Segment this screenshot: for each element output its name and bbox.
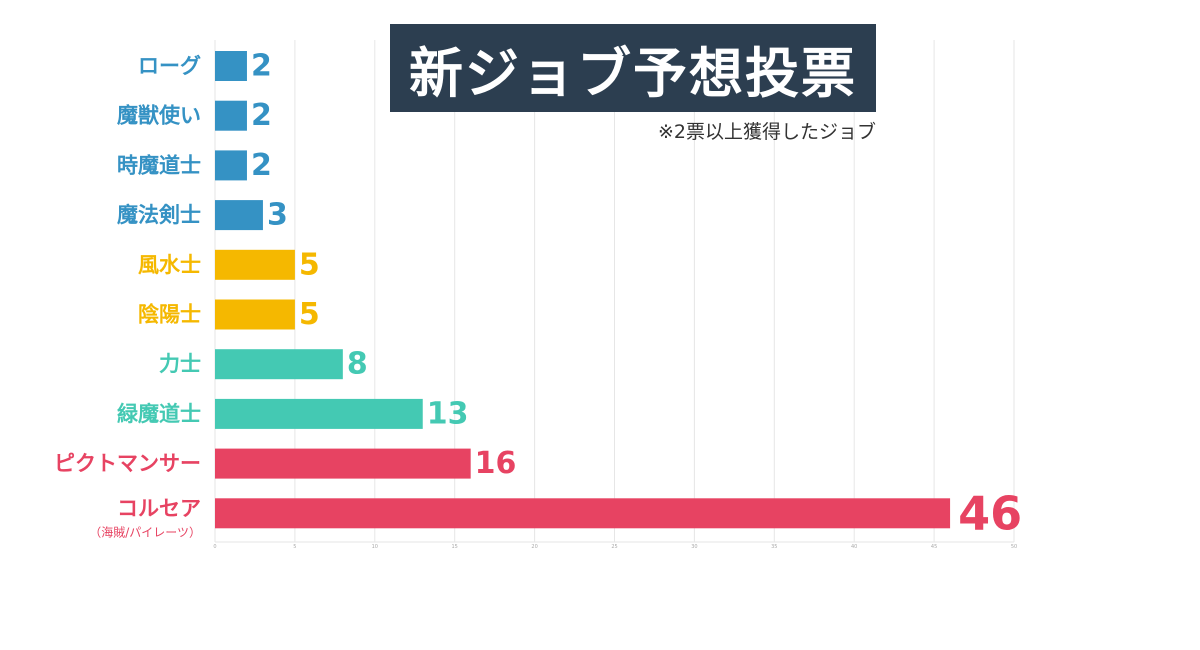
x-tick-label: 45: [931, 544, 937, 550]
bar: [215, 349, 343, 380]
x-tick-label: 0: [213, 544, 216, 550]
bar: [215, 448, 471, 479]
x-tick-label: 15: [452, 544, 458, 550]
bar: [215, 398, 423, 429]
category-label: 魔獣使い: [117, 104, 201, 128]
bar: [215, 249, 295, 280]
value-label: 5: [299, 247, 320, 282]
x-tick-label: 50: [1011, 544, 1017, 550]
x-tick-label: 40: [851, 544, 857, 550]
x-tick-label: 30: [691, 544, 697, 550]
bar: [215, 200, 263, 231]
value-label: 2: [251, 98, 272, 133]
x-tick-label: 5: [293, 544, 296, 550]
bar: [215, 51, 247, 81]
value-label: 2: [251, 148, 272, 183]
bar: [215, 498, 951, 529]
category-label: 陰陽士: [138, 303, 201, 327]
value-label: 2: [251, 49, 272, 84]
value-label: 46: [958, 486, 1022, 540]
value-label: 8: [347, 347, 368, 382]
category-label: 力士: [159, 352, 201, 376]
title-banner: 新ジョブ予想投票: [390, 24, 876, 112]
chart-title: 新ジョブ予想投票: [409, 41, 857, 105]
category-note: （海賊/パイレーツ）: [89, 524, 201, 539]
value-label: 16: [475, 446, 517, 481]
bar: [215, 299, 295, 330]
category-label: 風水士: [138, 253, 201, 277]
x-tick-label: 10: [372, 544, 378, 550]
category-label: ローグ: [138, 54, 201, 78]
bar: [215, 100, 247, 131]
category-label: コルセア: [117, 496, 201, 520]
chart-subtitle: ※2票以上獲得したジョブ: [657, 121, 876, 143]
value-label: 13: [427, 396, 469, 431]
category-label: 魔法剣士: [117, 203, 201, 227]
category-label: 時魔道士: [117, 153, 201, 177]
value-label: 5: [299, 297, 320, 332]
x-tick-label: 25: [611, 544, 617, 550]
value-label: 3: [267, 198, 288, 233]
x-tick-label: 35: [771, 544, 777, 550]
category-label: ピクトマンサー: [54, 452, 201, 476]
category-label: 緑魔道士: [117, 402, 201, 426]
x-tick-labels: 0 5 10 15 20 25 30 35 40 45 50: [213, 544, 1017, 550]
x-tick-label: 20: [531, 544, 537, 550]
grid-lines: [214, 40, 1015, 543]
bar: [215, 150, 247, 181]
bars: [215, 51, 951, 529]
